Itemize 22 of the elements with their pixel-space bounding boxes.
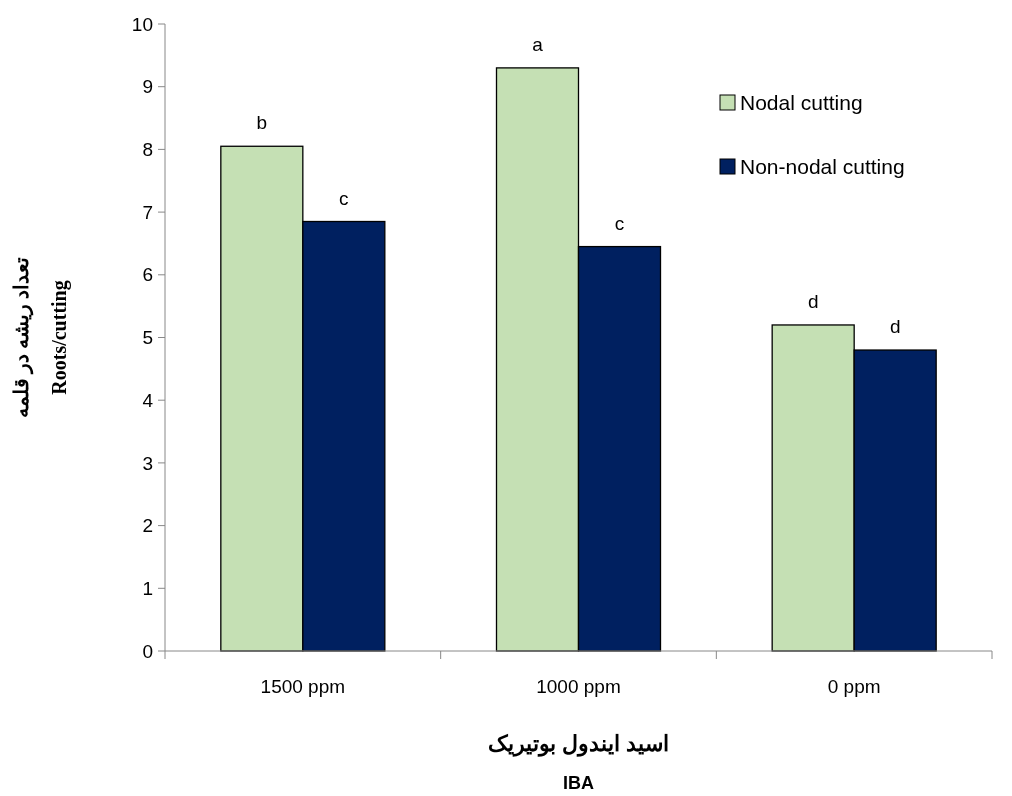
y-tick-label: 0 [142, 640, 153, 662]
y-tick-label: 10 [131, 13, 153, 35]
y-tick-label: 4 [142, 389, 154, 411]
data-label: c [614, 212, 625, 234]
x-tick-label: 0 ppm [827, 676, 881, 697]
y-tick-label: 8 [142, 139, 153, 161]
y-tick-label: 2 [142, 515, 153, 537]
data-label: b [256, 112, 268, 134]
y-tick-label: 9 [142, 76, 153, 98]
data-label: d [889, 316, 901, 338]
legend-label: Nodal cutting [740, 91, 863, 115]
data-label: c [339, 187, 349, 209]
y-tick-label: 3 [142, 452, 153, 474]
y-tick-label: 5 [142, 327, 153, 349]
y-tick-label: 1 [142, 577, 153, 599]
y-tick-label: 6 [142, 264, 153, 286]
y-tick-label: 7 [142, 201, 153, 223]
legend-label: Non-nodal cutting [740, 155, 905, 179]
data-label: d [807, 290, 819, 312]
x-tick-label: 1500 ppm [260, 676, 346, 697]
x-tick-label: 1000 ppm [536, 676, 621, 697]
data-label: a [532, 33, 544, 55]
